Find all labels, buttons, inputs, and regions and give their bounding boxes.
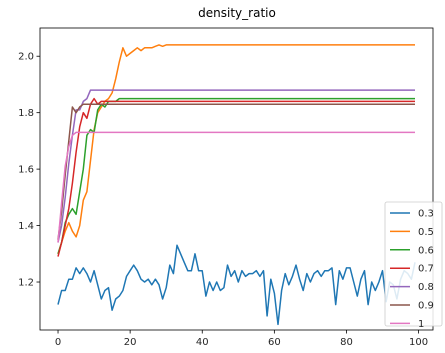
y-tick-label: 1.6 [18, 165, 34, 176]
series-line-0-7 [57, 97, 415, 257]
legend-label: 0.9 [418, 301, 434, 312]
legend: 0.3 0.5 0.6 0.7 0.8 0.9 1 [384, 201, 443, 330]
y-tick-label: 1.8 [18, 108, 34, 119]
y-tick-label: 1.4 [18, 221, 34, 232]
legend-label: 0.8 [418, 282, 434, 293]
series-line-0-3 [57, 244, 416, 326]
series-line-0-9 [57, 103, 415, 240]
legend-label: 1 [418, 319, 424, 330]
plot-frame [39, 27, 434, 331]
legend-box [384, 201, 443, 327]
x-tick-label: 60 [268, 337, 281, 348]
series-line-1 [57, 131, 415, 243]
series-layer [57, 44, 416, 326]
legend-label: 0.3 [418, 209, 434, 220]
x-tick-label: 80 [340, 337, 353, 348]
x-tick-label: 40 [196, 337, 209, 348]
x-tick-label: 20 [124, 337, 137, 348]
legend-label: 0.7 [418, 264, 434, 275]
x-tick-label: 0 [55, 337, 61, 348]
y-tick-label: 2.0 [18, 52, 34, 63]
axes-layer: 0 20 40 60 80 100 1.2 1.4 1.6 1.8 2.0 [18, 27, 434, 348]
series-line-0-5 [57, 44, 415, 255]
legend-label: 0.5 [418, 227, 434, 238]
series-line-0-8 [57, 89, 415, 243]
chart-title: density_ratio [198, 6, 276, 20]
legend-label: 0.6 [418, 245, 434, 256]
y-tick-label: 1.2 [18, 278, 34, 289]
x-tick-label: 100 [409, 337, 428, 348]
